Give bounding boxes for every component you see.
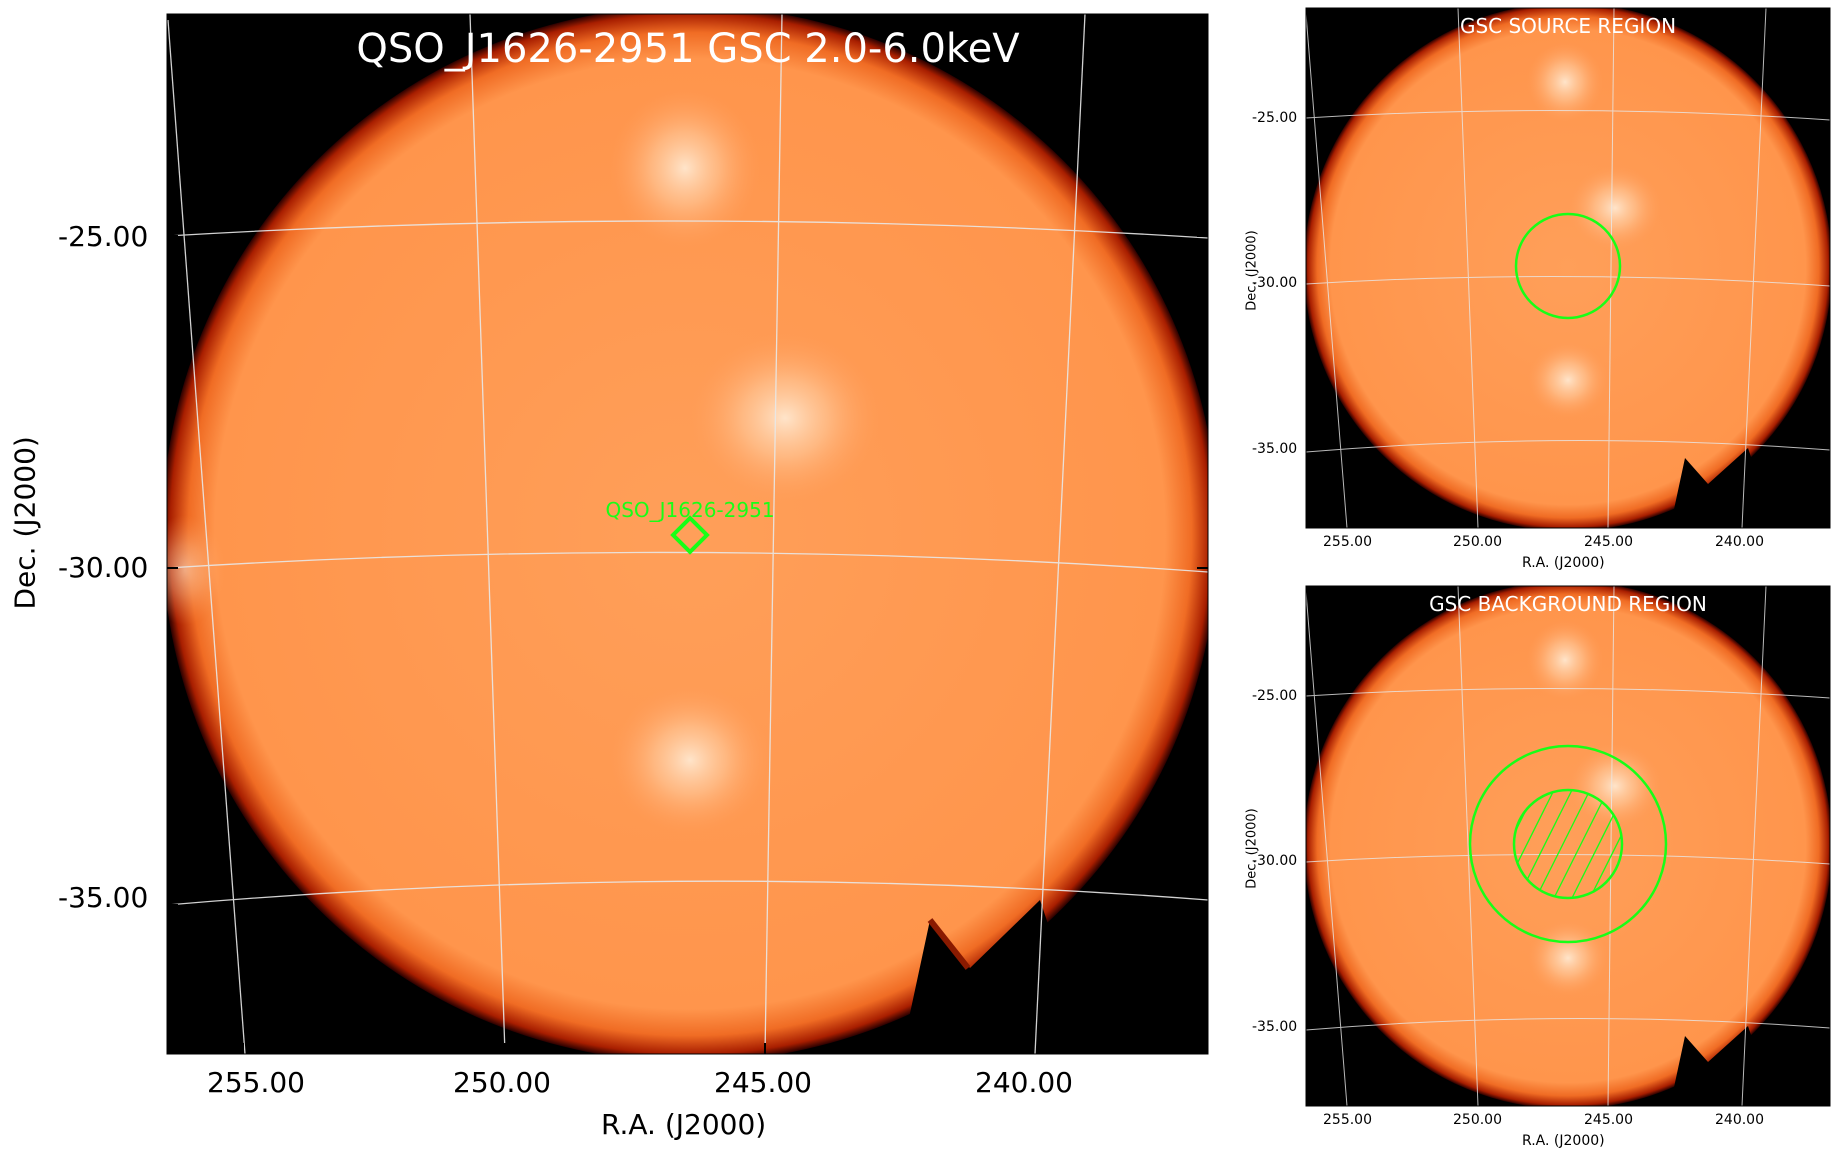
- y-tick-label: -30.00: [1252, 853, 1298, 869]
- x-tick-label: 240.00: [1715, 1112, 1764, 1128]
- y-tick-label: -35.00: [1252, 1019, 1298, 1035]
- y-tick-label: -35.00: [58, 881, 149, 914]
- y-axis-label: Dec. (J2000): [8, 436, 42, 610]
- bright-spot: [167, 515, 225, 625]
- background-excluded-circle: [1512, 788, 1624, 900]
- x-axis-label: R.A. (J2000): [1522, 1133, 1605, 1149]
- x-tick-label: 245.00: [1584, 534, 1633, 550]
- detector-disk: [167, 14, 1208, 1054]
- main-sky-image: [166, 13, 1209, 1055]
- x-tick-label: 245.00: [714, 1066, 812, 1099]
- background-region-panel: GSC BACKGROUND REGION -25.00 -30.00 -35.…: [1230, 578, 1832, 1156]
- x-tick-label: 240.00: [975, 1066, 1073, 1099]
- main-image-panel: QSO_J1626-2951 GSC 2.0-6.0keV QSO_J1626-…: [8, 13, 1209, 1141]
- source-region-circle: [1514, 212, 1622, 320]
- source-label: QSO_J1626-2951: [605, 498, 775, 522]
- main-title: QSO_J1626-2951 GSC 2.0-6.0keV: [356, 26, 1020, 72]
- bright-spot: [690, 333, 880, 503]
- x-tick-label: 255.00: [1323, 534, 1372, 550]
- x-tick-label: 245.00: [1584, 1112, 1633, 1128]
- x-axis-label: R.A. (J2000): [1522, 555, 1605, 571]
- background-region-image: [1305, 585, 1831, 1107]
- x-axis-label: R.A. (J2000): [601, 1108, 767, 1141]
- source-marker-diamond: [670, 515, 710, 555]
- source-region-image: [1305, 7, 1831, 529]
- y-tick-label: -30.00: [1252, 275, 1298, 291]
- x-tick-label: 250.00: [1453, 1112, 1502, 1128]
- x-tick-label: 250.00: [1453, 534, 1502, 550]
- bright-spot: [1569, 744, 1661, 828]
- bright-spot: [1528, 920, 1608, 996]
- coordinate-grid: [167, 14, 1208, 1054]
- x-tick-label: 240.00: [1715, 534, 1764, 550]
- bright-spot: [610, 88, 760, 248]
- x-tick-label: 250.00: [453, 1066, 551, 1099]
- y-tick-label: -25.00: [1252, 688, 1298, 704]
- y-axis-label: Dec. (J2000): [1244, 230, 1260, 311]
- bright-spot: [1569, 166, 1661, 250]
- bright-spot: [610, 685, 770, 835]
- y-axis-label: Dec. (J2000): [1244, 808, 1260, 889]
- y-tick-label: -25.00: [58, 220, 149, 253]
- background-panel-title: GSC BACKGROUND REGION: [1429, 592, 1707, 616]
- bright-spot: [1528, 342, 1608, 418]
- x-tick-label: 255.00: [1323, 1112, 1372, 1128]
- source-panel-title: GSC SOURCE REGION: [1459, 14, 1677, 38]
- background-outer-circle: [1468, 744, 1668, 944]
- bright-spot: [1527, 42, 1603, 122]
- y-tick-label: -30.00: [58, 551, 149, 584]
- y-tick-label: -35.00: [1252, 441, 1298, 457]
- y-tick-label: -25.00: [1252, 110, 1298, 126]
- source-region-panel: GSC SOURCE REGION -25.00 -30.00 -35.00 2…: [1230, 0, 1832, 578]
- x-tick-label: 255.00: [207, 1066, 305, 1099]
- bright-spot: [1527, 620, 1603, 700]
